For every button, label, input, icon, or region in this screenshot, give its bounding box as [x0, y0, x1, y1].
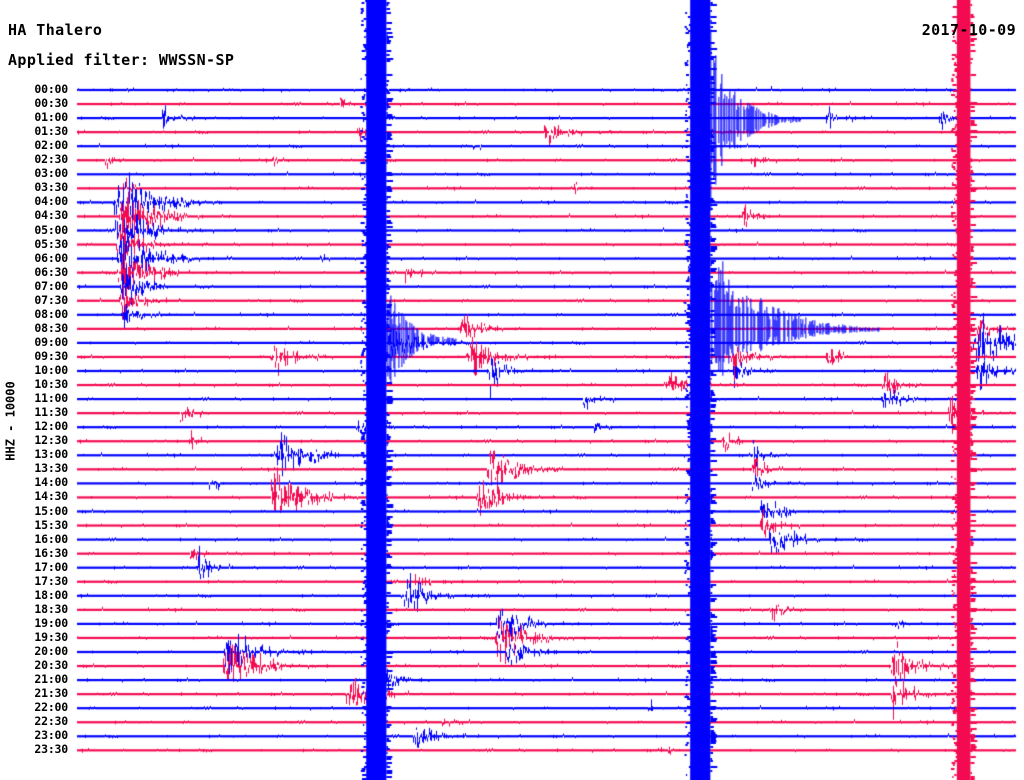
time-tick-label: 12:00 — [34, 419, 68, 434]
time-tick-label: 02:00 — [34, 138, 68, 153]
time-tick-label: 07:00 — [34, 278, 68, 293]
time-axis: 00:00 00:30 01:00 01:30 02:00 02:30 03:00 03:30… — [0, 0, 76, 780]
station-title: HA Thalero — [8, 21, 103, 39]
time-tick-label: 21:00 — [34, 672, 68, 687]
time-tick-label: 01:30 — [34, 124, 68, 139]
time-tick-label: 22:00 — [34, 700, 68, 715]
time-tick-label: 23:00 — [34, 728, 68, 743]
time-tick-label: 09:30 — [34, 348, 68, 363]
time-tick-label: 17:30 — [34, 573, 68, 588]
time-tick-label: 14:00 — [34, 475, 68, 490]
time-tick-label: 06:30 — [34, 264, 68, 279]
time-tick-label: 13:30 — [34, 461, 68, 476]
time-tick-label: 07:30 — [34, 292, 68, 307]
time-tick-label: 08:30 — [34, 320, 68, 335]
time-tick-label: 03:00 — [34, 166, 68, 181]
time-tick-label: 17:00 — [34, 559, 68, 574]
time-tick-label: 11:30 — [34, 405, 68, 420]
time-tick-label: 14:30 — [34, 489, 68, 504]
time-tick-label: 05:30 — [34, 236, 68, 251]
time-tick-label: 22:30 — [34, 714, 68, 729]
time-tick-label: 21:30 — [34, 686, 68, 701]
time-tick-label: 15:30 — [34, 517, 68, 532]
time-tick-label: 04:00 — [34, 194, 68, 209]
time-tick-label: 04:30 — [34, 208, 68, 223]
time-tick-label: 20:30 — [34, 658, 68, 673]
time-tick-label: 02:30 — [34, 152, 68, 167]
time-tick-label: 18:00 — [34, 587, 68, 602]
time-tick-label: 00:00 — [34, 82, 68, 96]
time-tick-label: 13:00 — [34, 447, 68, 462]
time-tick-label: 23:30 — [34, 742, 68, 757]
time-tick-label: 16:30 — [34, 545, 68, 560]
date-label: 2017-10-09 — [921, 21, 1016, 39]
time-tick-label: 08:00 — [34, 306, 68, 321]
time-tick-label: 09:00 — [34, 334, 68, 349]
time-tick-label: 15:00 — [34, 503, 68, 518]
time-tick-label: 03:30 — [34, 180, 68, 195]
time-tick-label: 05:00 — [34, 222, 68, 237]
time-tick-label: 06:00 — [34, 250, 68, 265]
time-tick-label: 19:30 — [34, 629, 68, 644]
time-tick-label: 11:00 — [34, 391, 68, 406]
time-tick-label: 19:00 — [34, 615, 68, 630]
time-tick-label: 00:30 — [34, 96, 68, 111]
time-tick-label: 18:30 — [34, 601, 68, 616]
time-tick-label: 10:00 — [34, 363, 68, 377]
time-tick-label: 01:00 — [34, 110, 68, 125]
time-tick-label: 16:00 — [34, 531, 68, 546]
applied-filter-label: Applied filter: WWSSN-SP — [8, 51, 235, 69]
time-tick-label: 10:30 — [34, 377, 68, 392]
time-tick-label: 20:00 — [34, 644, 68, 658]
time-tick-label: 12:30 — [34, 433, 68, 448]
